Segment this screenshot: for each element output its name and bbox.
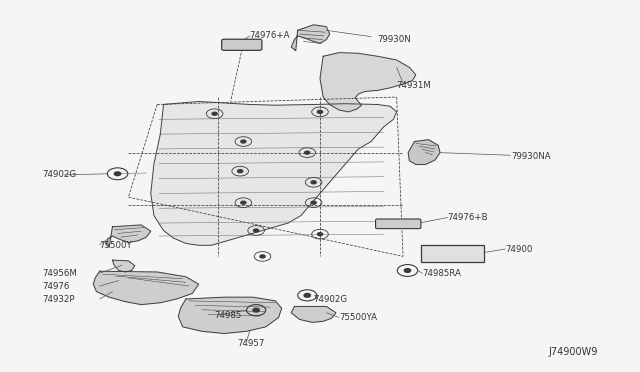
Text: 74957: 74957 (237, 339, 264, 348)
Text: 74985RA: 74985RA (422, 269, 461, 278)
Polygon shape (408, 140, 440, 164)
Circle shape (115, 172, 121, 176)
Circle shape (317, 233, 323, 235)
Polygon shape (178, 297, 282, 334)
Text: 75500Y: 75500Y (100, 241, 132, 250)
Polygon shape (291, 25, 330, 51)
Polygon shape (320, 52, 416, 112)
Circle shape (241, 140, 246, 143)
Circle shape (241, 201, 246, 204)
Text: 74976+B: 74976+B (448, 213, 488, 222)
Text: 74900: 74900 (505, 244, 532, 253)
Circle shape (304, 294, 310, 297)
Polygon shape (106, 225, 151, 247)
Text: 79930NA: 79930NA (511, 152, 551, 161)
FancyBboxPatch shape (221, 39, 262, 50)
Circle shape (253, 229, 259, 232)
Circle shape (253, 308, 259, 312)
Text: 74902G: 74902G (314, 295, 348, 304)
Circle shape (237, 170, 243, 173)
Circle shape (311, 201, 316, 204)
Polygon shape (151, 102, 397, 245)
Text: J74900W9: J74900W9 (548, 347, 598, 357)
Text: 74902G: 74902G (42, 170, 76, 179)
Circle shape (212, 112, 217, 115)
Text: 74956M: 74956M (42, 269, 77, 278)
Polygon shape (291, 307, 336, 323)
Text: 74976: 74976 (42, 282, 70, 291)
Text: 74932P: 74932P (42, 295, 75, 304)
Text: 75500YA: 75500YA (339, 313, 377, 322)
Text: 79930N: 79930N (378, 35, 412, 44)
Text: 74985: 74985 (214, 311, 242, 320)
Circle shape (404, 269, 411, 272)
FancyBboxPatch shape (421, 245, 484, 262)
Circle shape (305, 151, 310, 154)
Polygon shape (113, 260, 135, 272)
Circle shape (311, 181, 316, 184)
Text: 74931M: 74931M (397, 81, 431, 90)
Circle shape (317, 110, 323, 113)
Text: 74976+A: 74976+A (250, 31, 291, 41)
Polygon shape (93, 271, 198, 305)
Circle shape (260, 255, 265, 258)
FancyBboxPatch shape (376, 219, 421, 229)
